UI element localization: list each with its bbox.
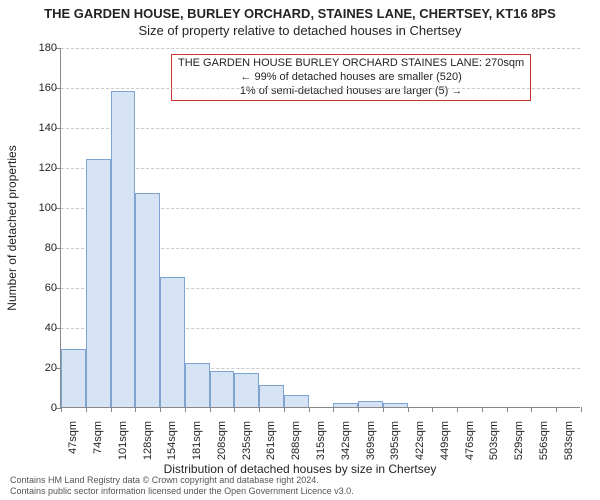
y-tick-label: 100	[39, 202, 61, 214]
histogram-bar	[358, 401, 383, 407]
x-tick-mark	[556, 407, 557, 412]
histogram-bar	[259, 385, 284, 407]
annotation-line-1: THE GARDEN HOUSE BURLEY ORCHARD STAINES …	[178, 57, 524, 71]
x-tick-mark	[111, 407, 112, 412]
x-tick-mark	[482, 407, 483, 412]
x-tick-mark	[457, 407, 458, 412]
x-tick-mark	[135, 407, 136, 412]
histogram-bar	[333, 403, 358, 407]
y-tick-label: 40	[45, 322, 61, 334]
x-axis-title: Distribution of detached houses by size …	[0, 462, 600, 476]
histogram-bar	[160, 277, 185, 407]
histogram-bar	[383, 403, 408, 407]
histogram-bar	[234, 373, 259, 407]
histogram-bar	[135, 193, 160, 407]
grid-line	[61, 128, 580, 129]
y-tick-label: 180	[39, 42, 61, 54]
x-tick-mark	[185, 407, 186, 412]
x-tick-mark	[432, 407, 433, 412]
chart-title-main: THE GARDEN HOUSE, BURLEY ORCHARD, STAINE…	[0, 0, 600, 21]
chart-title-sub: Size of property relative to detached ho…	[0, 21, 600, 42]
grid-line	[61, 168, 580, 169]
x-tick-mark	[259, 407, 260, 412]
x-tick-mark	[234, 407, 235, 412]
x-tick-mark	[309, 407, 310, 412]
x-tick-mark	[383, 407, 384, 412]
x-tick-mark	[160, 407, 161, 412]
x-tick-mark	[284, 407, 285, 412]
x-tick-mark	[581, 407, 582, 412]
footnote-line-1: Contains HM Land Registry data © Crown c…	[10, 475, 590, 485]
y-tick-label: 120	[39, 162, 61, 174]
x-tick-mark	[61, 407, 62, 412]
grid-line	[61, 48, 580, 49]
histogram-bar	[284, 395, 309, 407]
footnote-line-2: Contains public sector information licen…	[10, 486, 590, 496]
y-tick-label: 20	[45, 362, 61, 374]
y-axis-title: Number of detached properties	[5, 145, 19, 310]
x-tick-mark	[507, 407, 508, 412]
histogram-bar	[210, 371, 235, 407]
annotation-box: THE GARDEN HOUSE BURLEY ORCHARD STAINES …	[171, 54, 531, 101]
x-tick-mark	[358, 407, 359, 412]
histogram-bar	[185, 363, 210, 407]
chart-plot-area: THE GARDEN HOUSE BURLEY ORCHARD STAINES …	[60, 48, 580, 408]
grid-line	[61, 88, 580, 89]
histogram-bar	[86, 159, 111, 407]
y-tick-label: 0	[51, 402, 61, 414]
annotation-line-2: ← 99% of detached houses are smaller (52…	[178, 71, 524, 85]
y-tick-label: 80	[45, 242, 61, 254]
y-tick-label: 140	[39, 122, 61, 134]
annotation-line-3: 1% of semi-detached houses are larger (5…	[178, 85, 524, 99]
x-tick-mark	[333, 407, 334, 412]
x-tick-mark	[531, 407, 532, 412]
histogram-bar	[61, 349, 86, 407]
x-tick-mark	[210, 407, 211, 412]
x-tick-mark	[408, 407, 409, 412]
footnote: Contains HM Land Registry data © Crown c…	[10, 475, 590, 496]
y-tick-label: 60	[45, 282, 61, 294]
y-tick-label: 160	[39, 82, 61, 94]
histogram-bar	[111, 91, 136, 407]
x-tick-mark	[86, 407, 87, 412]
